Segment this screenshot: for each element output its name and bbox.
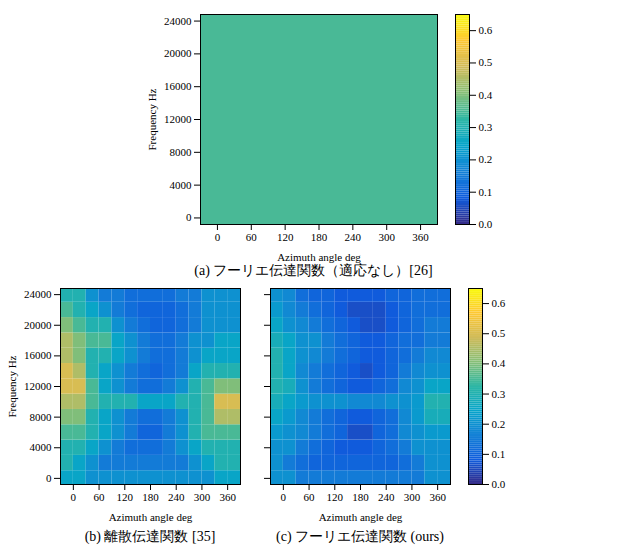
svg-text:180: 180 (352, 491, 369, 503)
svg-text:120: 120 (117, 491, 134, 503)
svg-text:0: 0 (215, 231, 221, 243)
svg-text:0.3: 0.3 (492, 388, 506, 400)
svg-text:8000: 8000 (30, 411, 53, 423)
svg-text:300: 300 (378, 231, 395, 243)
svg-text:20000: 20000 (164, 47, 192, 59)
svg-text:360: 360 (219, 491, 236, 503)
svg-text:4000: 4000 (30, 441, 53, 453)
svg-text:120: 120 (277, 231, 294, 243)
svg-text:0: 0 (71, 491, 77, 503)
svg-text:0.6: 0.6 (479, 24, 493, 36)
svg-text:Azimuth angle deg: Azimuth angle deg (277, 251, 361, 263)
svg-text:24000: 24000 (24, 288, 52, 300)
svg-text:180: 180 (311, 231, 328, 243)
svg-text:Frequency Hz: Frequency Hz (146, 88, 158, 150)
svg-text:0.3: 0.3 (479, 121, 493, 133)
svg-text:0.1: 0.1 (479, 186, 493, 198)
svg-text:60: 60 (246, 231, 258, 243)
svg-text:240: 240 (378, 491, 395, 503)
svg-text:0: 0 (186, 211, 192, 223)
svg-text:0.0: 0.0 (492, 478, 506, 490)
svg-text:12000: 12000 (24, 380, 52, 392)
svg-text:0.2: 0.2 (492, 418, 506, 430)
svg-text:0.4: 0.4 (479, 89, 493, 101)
svg-text:4000: 4000 (170, 179, 193, 191)
svg-text:60: 60 (304, 491, 316, 503)
svg-text:60: 60 (94, 491, 106, 503)
svg-text:Azimuth angle deg: Azimuth angle deg (109, 511, 193, 523)
svg-text:12000: 12000 (164, 113, 192, 125)
svg-text:360: 360 (412, 231, 429, 243)
svg-text:0.2: 0.2 (479, 153, 493, 165)
svg-text:360: 360 (429, 491, 446, 503)
html-text:(b) 離散伝達関数 [35]: (b) 離散伝達関数 [35] (84, 529, 216, 544)
svg-text:180: 180 (142, 491, 159, 503)
svg-text:0.4: 0.4 (492, 357, 506, 369)
svg-text:300: 300 (404, 491, 421, 503)
svg-text:0: 0 (46, 472, 52, 484)
svg-text:0.5: 0.5 (492, 327, 506, 339)
svg-text:120: 120 (327, 491, 344, 503)
svg-text:240: 240 (168, 491, 185, 503)
svg-text:0.6: 0.6 (492, 297, 506, 309)
svg-text:240: 240 (345, 231, 362, 243)
svg-text:20000: 20000 (24, 319, 52, 331)
svg-text:0: 0 (281, 491, 287, 503)
svg-text:8000: 8000 (170, 146, 193, 158)
html-text:(c) フーリエ伝達関数 (ours): (c) フーリエ伝達関数 (ours) (276, 529, 444, 544)
svg-text:300: 300 (194, 491, 211, 503)
svg-text:Frequency Hz: Frequency Hz (6, 355, 18, 417)
svg-text:0.5: 0.5 (479, 56, 493, 68)
svg-text:0.0: 0.0 (479, 218, 493, 230)
svg-text:16000: 16000 (164, 80, 192, 92)
svg-text:16000: 16000 (24, 349, 52, 361)
html-text:(a) フーリエ伝達関数（適応なし）[26]: (a) フーリエ伝達関数（適応なし）[26] (194, 263, 433, 278)
svg-text:Azimuth angle deg: Azimuth angle deg (319, 511, 403, 523)
svg-text:0.1: 0.1 (492, 448, 506, 460)
svg-text:24000: 24000 (164, 15, 192, 27)
